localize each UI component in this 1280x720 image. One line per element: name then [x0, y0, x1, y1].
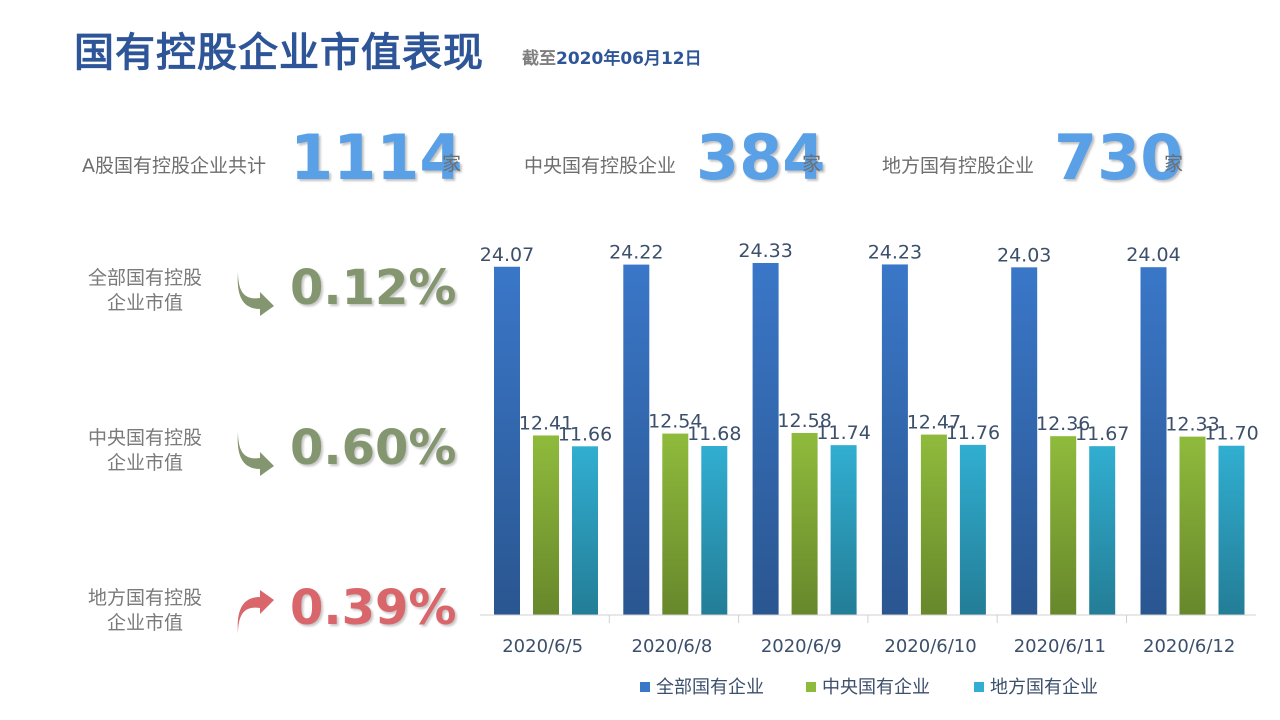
- stat-total-value: 1114: [290, 121, 463, 194]
- x-tick-label: 2020/6/5: [502, 636, 583, 657]
- stat-central-label: 中央国有控股企业: [524, 155, 677, 177]
- data-label-2-0: 11.66: [558, 423, 612, 445]
- bar-0-3: [881, 264, 908, 615]
- x-tick-label: 2020/6/8: [632, 636, 713, 657]
- stat-local: 地方国有控股企业 730 家: [882, 118, 1202, 198]
- metric-all-value: 0.12%: [290, 260, 457, 316]
- metric-central: 中央国有控股 企业市值 0.60%: [60, 410, 460, 490]
- x-tick-label: 2020/6/10: [884, 636, 976, 657]
- bar-1-2: [791, 432, 818, 615]
- stat-local-label: 地方国有控股企业: [882, 155, 1035, 177]
- data-label-1-1: 12.54: [648, 411, 702, 433]
- bar-1-0: [533, 435, 559, 615]
- legend-label: 中央国有企业: [822, 677, 930, 698]
- x-tick-label: 2020/6/9: [761, 636, 842, 657]
- metric-central-label-line2: 企业市值: [106, 452, 183, 474]
- bar-1-1: [662, 433, 689, 615]
- data-label-2-1: 11.68: [687, 423, 741, 445]
- bar-0-4: [1011, 267, 1038, 615]
- page-title: 国有控股企业市值表现: [74, 30, 484, 76]
- metric-central-label: 中央国有控股 企业市值: [60, 426, 230, 476]
- metric-central-label-line1: 中央国有控股: [87, 427, 202, 449]
- arrow-down-right-icon: [237, 432, 274, 476]
- metric-all-label-line1: 全部国有控股: [87, 267, 202, 289]
- bar-1-3: [920, 434, 947, 615]
- legend-swatch: [806, 682, 816, 692]
- data-label-1-4: 12.36: [1036, 413, 1090, 435]
- metric-local-label: 地方国有控股 企业市值: [60, 586, 230, 636]
- stat-local-value: 730: [1054, 121, 1184, 194]
- legend-label: 地方国有企业: [990, 677, 1098, 698]
- stat-central-value: 384: [696, 121, 826, 194]
- data-label-0-1: 24.22: [609, 242, 663, 264]
- x-tick-label: 2020/6/11: [1014, 636, 1106, 657]
- data-label-2-2: 11.74: [816, 422, 870, 444]
- data-label-0-5: 24.04: [1126, 244, 1180, 266]
- metric-all-label: 全部国有控股 企业市值: [60, 266, 230, 316]
- data-label-2-5: 11.70: [1204, 423, 1258, 445]
- data-label-0-2: 24.33: [738, 240, 792, 262]
- data-label-1-5: 12.33: [1165, 414, 1219, 436]
- x-tick-label: 2020/6/12: [1143, 636, 1235, 657]
- data-label-0-4: 24.03: [997, 244, 1051, 266]
- metric-local-label-line1: 地方国有控股: [87, 587, 202, 609]
- bar-1-4: [1050, 436, 1077, 615]
- legend-swatch: [974, 682, 984, 692]
- bar-0-5: [1140, 267, 1167, 615]
- data-label-2-3: 11.76: [946, 422, 1000, 444]
- data-label-2-4: 11.67: [1075, 423, 1129, 445]
- data-label-0-0: 24.07: [480, 244, 534, 266]
- bar-2-1: [701, 446, 728, 615]
- legend-swatch: [640, 682, 650, 692]
- bar-0-2: [752, 263, 779, 615]
- data-label-1-3: 12.47: [907, 412, 961, 434]
- bar-2-2: [830, 445, 857, 615]
- metric-all: 全部国有控股 企业市值 0.12%: [60, 250, 460, 330]
- bar-0-1: [623, 264, 650, 615]
- stat-total-unit: 家: [442, 153, 462, 175]
- data-label-0-3: 24.23: [868, 241, 922, 263]
- subtitle-date: 2020年06月12日: [556, 49, 702, 69]
- bar-2-0: [572, 446, 598, 615]
- bar-2-3: [959, 444, 986, 615]
- bar-0-0: [494, 266, 520, 615]
- stat-central-unit: 家: [802, 153, 822, 175]
- bar-2-4: [1089, 446, 1116, 615]
- legend-label: 全部国有企业: [656, 677, 764, 698]
- page-subtitle: 截至2020年06月12日: [522, 44, 702, 69]
- stat-total: A股国有控股企业共计 1114 家: [82, 118, 482, 198]
- metric-local-label-line2: 企业市值: [106, 612, 183, 634]
- data-label-1-2: 12.58: [777, 410, 831, 432]
- stat-central: 中央国有控股企业 384 家: [524, 118, 844, 198]
- stat-local-unit: 家: [1164, 153, 1184, 175]
- arrow-up-right-icon: [237, 590, 274, 634]
- metric-central-value: 0.60%: [290, 420, 457, 476]
- metric-local-value: 0.39%: [290, 580, 457, 636]
- data-label-1-0: 12.41: [519, 412, 573, 434]
- arrow-down-right-icon: [237, 272, 274, 316]
- subtitle-prefix: 截至: [522, 49, 556, 69]
- stat-total-label: A股国有控股企业共计: [82, 155, 266, 177]
- bar-2-5: [1218, 445, 1245, 615]
- bar-1-5: [1179, 436, 1206, 615]
- metric-local: 地方国有控股 企业市值 0.39%: [60, 570, 460, 650]
- metric-all-label-line2: 企业市值: [106, 292, 183, 314]
